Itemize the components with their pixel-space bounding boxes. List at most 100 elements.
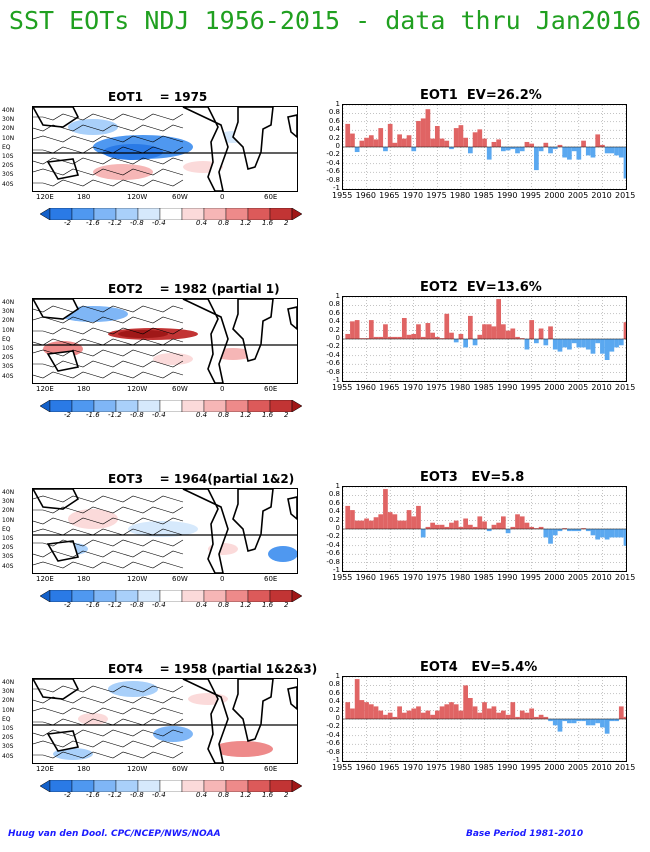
y-tick-label: -0.2: [326, 532, 340, 541]
anomaly-region: [153, 353, 193, 365]
timeseries-title: EOT3 EV=5.8: [420, 470, 525, 485]
footer-base-period: Base Period 1981-2010: [466, 829, 584, 839]
bar: [387, 336, 393, 339]
sst-anomaly-map: [32, 488, 298, 574]
timeseries-title: EOT2 EV=13.6%: [420, 280, 542, 295]
bar: [524, 712, 530, 719]
x-tick-label: 2015: [615, 383, 636, 392]
colorbar-tick-label: 2: [284, 601, 289, 609]
x-tick-label: 1975: [426, 191, 447, 200]
bar: [562, 719, 568, 722]
bar: [354, 147, 360, 153]
bar: [425, 710, 431, 719]
bar: [397, 520, 402, 529]
map-lat-label: 10S: [2, 535, 14, 542]
map-lat-label: 20N: [2, 317, 15, 325]
x-tick-label: 1990: [497, 763, 518, 772]
colorbar-tick-label: -1.6: [86, 601, 100, 609]
bar: [472, 526, 478, 529]
bar: [505, 147, 511, 151]
map-lat-label: 40N: [2, 679, 15, 686]
map-lat-label: 20S: [2, 544, 14, 552]
colorbar-tick-label: 2: [284, 411, 289, 419]
bar: [444, 313, 450, 339]
bar: [609, 147, 615, 154]
x-tick-label: 1990: [497, 573, 518, 582]
bar: [604, 147, 610, 154]
bar: [510, 702, 516, 719]
x-tick-label: 1965: [379, 191, 400, 200]
map-lon-label: 120E: [36, 385, 54, 393]
bar: [416, 120, 421, 147]
bar: [359, 520, 365, 529]
map-title: EOT4 = 1958 (partial 1&2&3): [108, 662, 318, 676]
x-tick-label: 1995: [520, 383, 542, 392]
bar: [350, 510, 355, 529]
x-tick-label: 2015: [615, 573, 636, 582]
x-tick-label: 1970: [402, 573, 424, 582]
bar: [406, 135, 412, 147]
bar: [420, 712, 426, 719]
map-lat-label: 30S: [2, 743, 14, 751]
bar: [491, 706, 497, 719]
bar: [378, 128, 384, 147]
bar: [567, 339, 572, 350]
colorbar-tick-label: -1.2: [108, 411, 122, 419]
map-lat-label: 10N: [2, 326, 15, 334]
x-tick-label: 1985: [473, 383, 494, 392]
bar: [416, 324, 421, 339]
bar: [590, 147, 596, 158]
map-lat-label: 10S: [2, 725, 14, 732]
bar: [453, 339, 459, 343]
colorbar-tick-label: -1.6: [86, 791, 100, 799]
bar: [373, 336, 379, 339]
bar: [486, 324, 492, 339]
contour-line: [33, 179, 184, 187]
bar: [585, 719, 591, 726]
contour-line: [33, 707, 184, 715]
continent-outline: [182, 679, 229, 763]
bar: [623, 529, 629, 546]
x-tick-label: 1955: [332, 573, 353, 582]
bar: [411, 147, 417, 152]
bar: [359, 338, 365, 339]
bar: [387, 123, 393, 147]
x-tick-label: 2010: [591, 573, 612, 582]
bar: [387, 512, 393, 529]
bar: [538, 526, 544, 529]
map-lon-label: 120E: [36, 193, 54, 201]
map-lat-label: EQ: [2, 335, 11, 343]
colorbar-tick-label: -0.8: [130, 601, 144, 609]
bar: [373, 139, 379, 147]
bar: [585, 339, 591, 350]
x-tick-label: 1985: [473, 573, 494, 582]
x-tick-label: 2010: [591, 763, 612, 772]
continent-outline: [46, 158, 80, 180]
anomaly-region: [93, 164, 153, 180]
timeseries-title: EOT4 EV=5.4%: [420, 660, 538, 675]
bar: [458, 526, 464, 529]
y-tick-label: -0.4: [326, 158, 340, 167]
bar: [420, 336, 426, 339]
map-lat-label: 40N: [2, 299, 15, 306]
map-lon-label: 0: [220, 575, 225, 583]
y-tick-label: -0.6: [326, 167, 340, 176]
y-tick-label: 0.4: [328, 697, 340, 706]
colorbar-arrow-right: [291, 207, 303, 221]
contour-line: [33, 157, 184, 165]
bar: [529, 320, 535, 339]
map-lon-label: 180: [77, 193, 91, 201]
map-lon-label: 120W: [127, 765, 148, 773]
bar: [496, 712, 502, 719]
colorbar-tick-label: 0.4: [196, 791, 208, 799]
bar: [543, 529, 549, 538]
contour-line: [33, 550, 184, 558]
y-tick-label: 0.6: [328, 116, 340, 125]
bar: [491, 524, 497, 529]
y-tick-label: -1: [333, 184, 340, 192]
contour-line: [33, 327, 184, 335]
bar: [519, 516, 525, 529]
bar: [411, 333, 417, 339]
y-tick-label: -0.6: [326, 739, 340, 748]
bar: [350, 133, 355, 147]
